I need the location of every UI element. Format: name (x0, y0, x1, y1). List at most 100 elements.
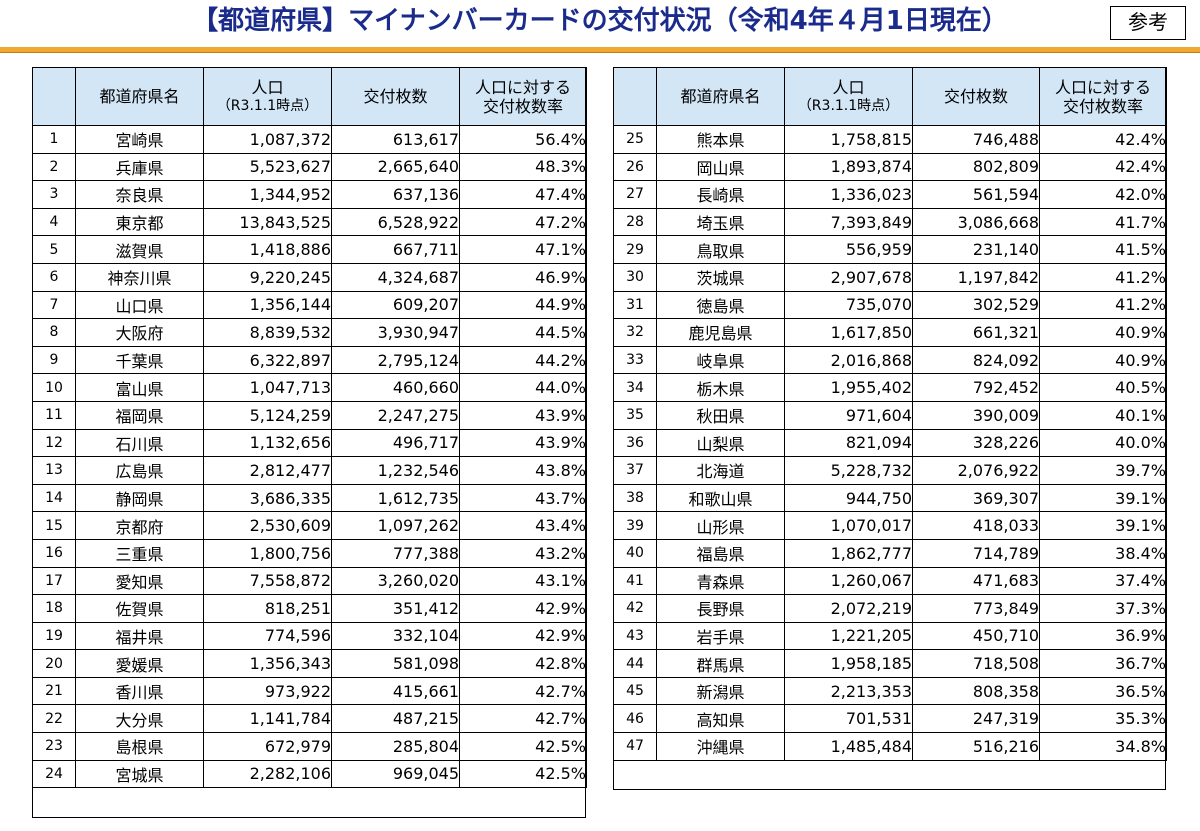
rank-cell: 32 (613, 318, 657, 347)
rank-cell: 15 (32, 511, 76, 540)
rank-cell: 47 (613, 732, 657, 761)
rank-cell: 3 (32, 180, 76, 209)
rate-cell: 36.5% (1039, 676, 1167, 706)
issued-cell: 714,789 (912, 538, 1040, 568)
rate-cell: 42.4% (1039, 125, 1167, 154)
rank-cell: 44 (613, 649, 657, 678)
ranking-table-right: 都道府県名 人口 （R3.1.1時点） 交付枚数 人口に対する 交付枚数率 25… (613, 67, 1167, 761)
prefecture-cell: 富山県 (75, 373, 204, 402)
rate-cell: 56.4% (459, 125, 587, 154)
prefecture-cell: 大分県 (75, 704, 204, 734)
population-cell: 774,596 (203, 621, 332, 651)
population-cell: 1,617,850 (784, 318, 913, 347)
prefecture-cell: 長野県 (656, 594, 785, 623)
population-cell: 1,862,777 (784, 538, 913, 568)
prefecture-cell: 島根県 (75, 732, 204, 761)
rate-cell: 47.4% (459, 180, 587, 209)
reference-badge: 参考 (1110, 6, 1186, 40)
population-cell: 2,530,609 (203, 511, 332, 540)
prefecture-header: 都道府県名 (656, 67, 785, 126)
table-row: 16 三重県 1,800,756 777,388 43.2% (32, 538, 587, 568)
rate-cell: 43.9% (459, 400, 587, 430)
rate-cell: 42.8% (459, 649, 587, 678)
rate-header-line1: 人口に対する (1054, 77, 1151, 97)
rate-cell: 42.5% (459, 732, 587, 761)
rate-cell: 42.9% (459, 621, 587, 651)
issued-cell: 802,809 (912, 152, 1040, 182)
prefecture-cell: 大阪府 (75, 318, 204, 347)
prefecture-cell: 北海道 (656, 456, 785, 485)
rate-cell: 44.5% (459, 318, 587, 347)
issued-cell: 3,086,668 (912, 207, 1040, 237)
rate-header-line2: 交付枚数率 (1062, 96, 1143, 116)
prefecture-cell: 青森県 (656, 566, 785, 596)
issued-cell: 285,804 (331, 732, 460, 761)
issued-cell: 369,307 (912, 483, 1040, 513)
issued-cell: 1,232,546 (331, 456, 460, 485)
issued-cell: 6,528,922 (331, 207, 460, 237)
table-row: 9 千葉県 6,322,897 2,795,124 44.2% (32, 345, 587, 375)
table-row: 41 青森県 1,260,067 471,683 37.4% (613, 566, 1167, 596)
rank-cell: 29 (613, 235, 657, 264)
table-row: 36 山梨県 821,094 328,226 40.0% (613, 428, 1167, 458)
population-cell: 944,750 (784, 483, 913, 513)
rate-cell: 38.4% (1039, 538, 1167, 568)
issued-cell: 718,508 (912, 649, 1040, 678)
rate-cell: 41.2% (1039, 290, 1167, 320)
table-row: 12 石川県 1,132,656 496,717 43.9% (32, 428, 587, 458)
population-cell: 1,260,067 (784, 566, 913, 596)
issued-cell: 2,795,124 (331, 345, 460, 375)
prefecture-cell: 奈良県 (75, 180, 204, 209)
population-cell: 2,282,106 (203, 759, 332, 789)
rate-cell: 44.2% (459, 345, 587, 375)
rank-cell: 16 (32, 538, 76, 568)
rate-header: 人口に対する 交付枚数率 (1039, 67, 1167, 126)
rate-cell: 39.7% (1039, 456, 1167, 485)
table-body-left: 1 宮崎県 1,087,372 613,617 56.4% 2 兵庫県 5,523,627 2,… (32, 125, 587, 789)
rate-cell: 41.7% (1039, 207, 1167, 237)
rate-cell: 42.7% (459, 704, 587, 734)
rate-cell: 40.9% (1039, 345, 1167, 375)
issued-cell: 302,529 (912, 290, 1040, 320)
prefecture-cell: 山形県 (656, 511, 785, 540)
population-cell: 5,124,259 (203, 400, 332, 430)
prefecture-cell: 神奈川県 (75, 262, 204, 292)
rate-cell: 44.0% (459, 373, 587, 402)
issued-cell: 231,140 (912, 235, 1040, 264)
population-cell: 1,047,713 (203, 373, 332, 402)
prefecture-cell: 山梨県 (656, 428, 785, 458)
population-cell: 2,907,678 (784, 262, 913, 292)
population-cell: 556,959 (784, 235, 913, 264)
rank-cell: 30 (613, 262, 657, 292)
prefecture-cell: 京都府 (75, 511, 204, 540)
prefecture-cell: 茨城県 (656, 262, 785, 292)
table-row: 43 岩手県 1,221,205 450,710 36.9% (613, 621, 1167, 651)
rank-cell: 41 (613, 566, 657, 596)
rate-cell: 44.9% (459, 290, 587, 320)
population-cell: 2,072,219 (784, 594, 913, 623)
rank-cell: 7 (32, 290, 76, 320)
table-row: 13 広島県 2,812,477 1,232,546 43.8% (32, 456, 587, 485)
population-cell: 1,485,484 (784, 732, 913, 761)
population-cell: 1,893,874 (784, 152, 913, 182)
population-cell: 1,955,402 (784, 373, 913, 402)
prefecture-cell: 岡山県 (656, 152, 785, 182)
prefecture-cell: 香川県 (75, 676, 204, 706)
population-header: 人口 （R3.1.1時点） (784, 67, 913, 126)
issued-cell: 581,098 (331, 649, 460, 678)
prefecture-cell: 熊本県 (656, 125, 785, 154)
table-header-row: 都道府県名 人口 （R3.1.1時点） 交付枚数 人口に対する 交付枚数率 (32, 67, 587, 126)
table-row: 20 愛媛県 1,356,343 581,098 42.8% (32, 649, 587, 678)
table-row: 14 静岡県 3,686,335 1,612,735 43.7% (32, 483, 587, 513)
rank-cell: 18 (32, 594, 76, 623)
table-row: 26 岡山県 1,893,874 802,809 42.4% (613, 152, 1167, 182)
table-row: 30 茨城県 2,907,678 1,197,842 41.2% (613, 262, 1167, 292)
rank-cell: 26 (613, 152, 657, 182)
prefecture-cell: 愛媛県 (75, 649, 204, 678)
prefecture-header: 都道府県名 (75, 67, 204, 126)
population-cell: 971,604 (784, 400, 913, 430)
issued-cell: 667,711 (331, 235, 460, 264)
population-cell: 821,094 (784, 428, 913, 458)
rate-cell: 42.0% (1039, 180, 1167, 209)
